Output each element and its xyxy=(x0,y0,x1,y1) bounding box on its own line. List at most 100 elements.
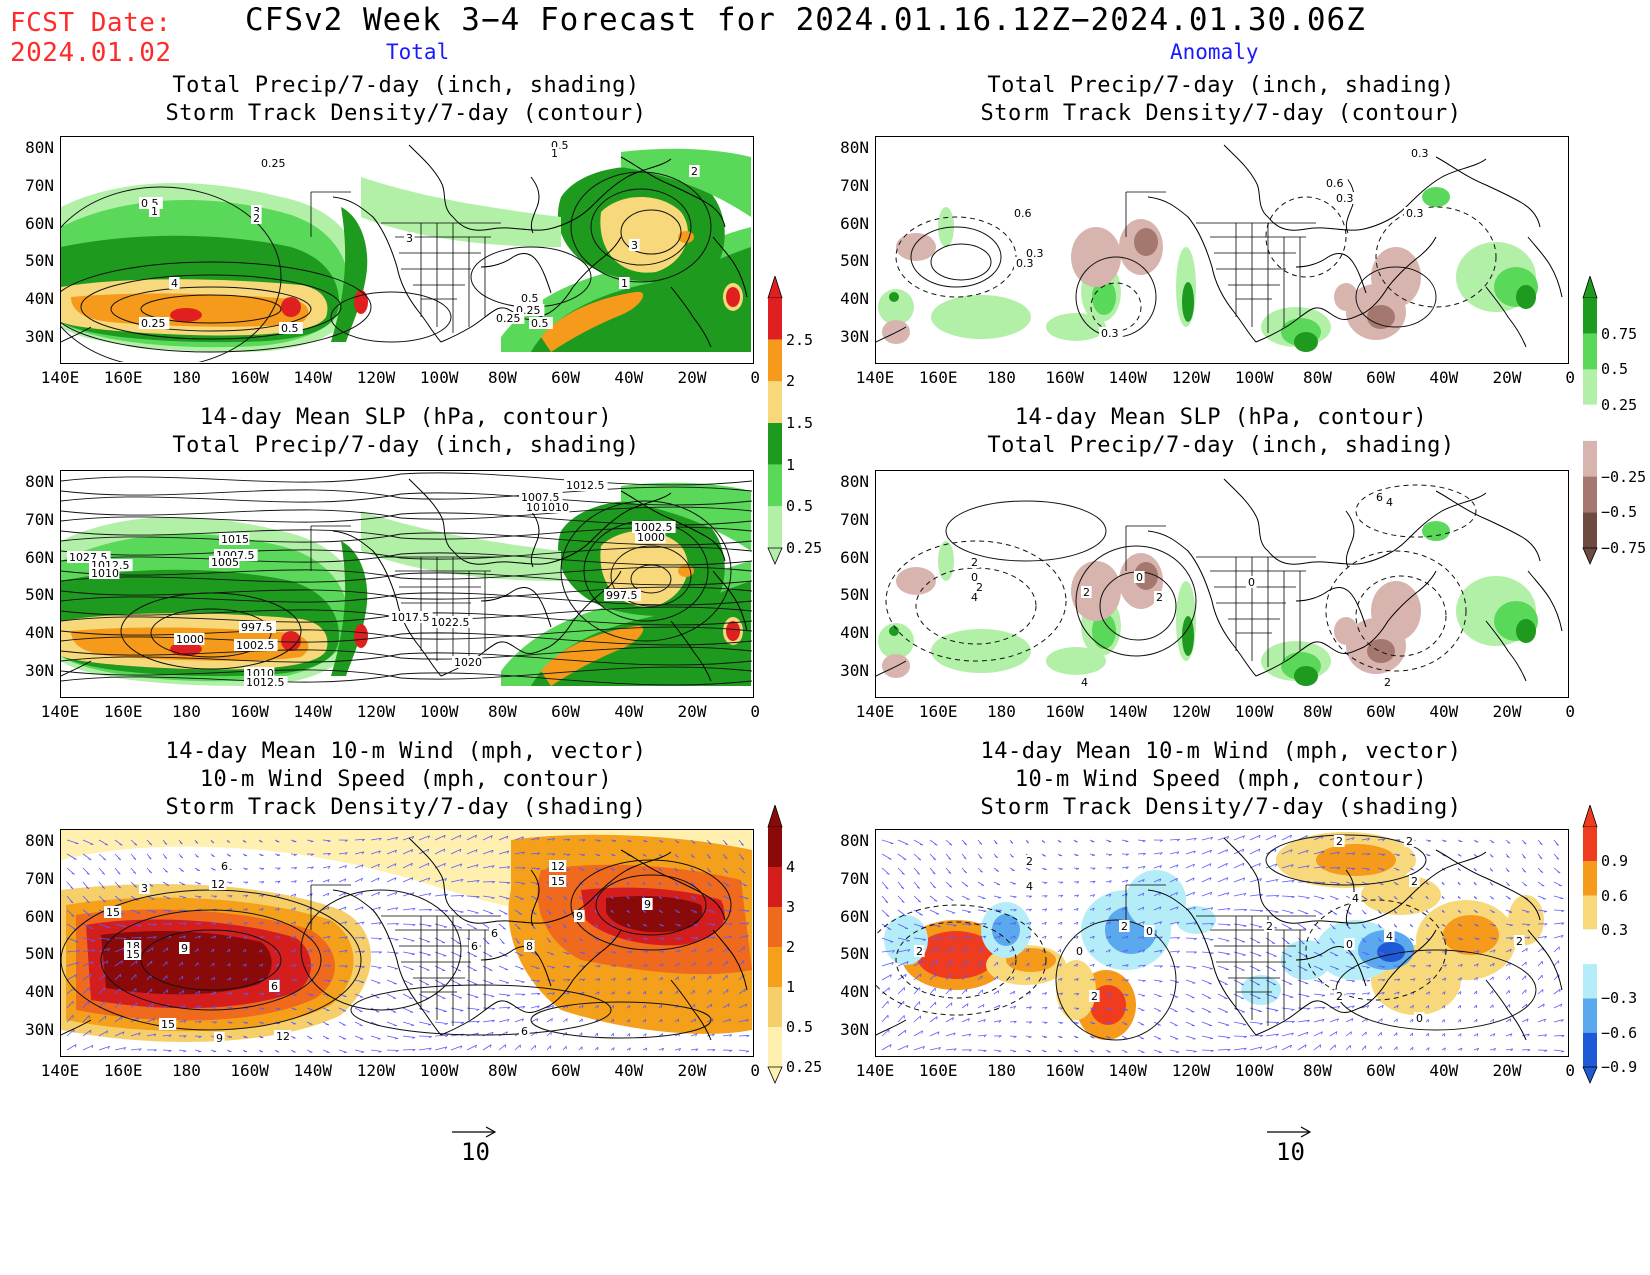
wind-vector-head xyxy=(441,984,446,986)
wind-vector xyxy=(1217,877,1229,883)
coastline xyxy=(876,478,1563,682)
wind-vector xyxy=(450,965,462,972)
wind-vector-head xyxy=(1092,867,1096,870)
wind-vector-head xyxy=(460,911,464,914)
wind-vector xyxy=(1249,909,1263,912)
latitude-label: 40N xyxy=(25,982,54,1002)
wind-vector xyxy=(1345,979,1355,982)
wind-vector xyxy=(82,1029,92,1037)
wind-vector-head xyxy=(1142,840,1146,843)
contour-label: 2 xyxy=(1336,990,1343,1003)
wind-vector xyxy=(98,973,107,981)
wind-vector xyxy=(322,839,331,842)
colorbar-label: 0.6 xyxy=(1601,886,1629,905)
wind-vector xyxy=(1185,850,1196,855)
coastline-segment xyxy=(670,286,712,348)
wind-vector-head xyxy=(1473,868,1477,872)
wind-vector-head xyxy=(627,924,631,927)
wind-vector-head xyxy=(549,898,553,900)
longitude-label: 140W xyxy=(1108,702,1148,721)
wind-vector xyxy=(290,893,297,897)
wind-vector-head xyxy=(1176,906,1179,910)
wind-vector-head xyxy=(119,899,123,902)
wind-vector xyxy=(98,1045,110,1051)
wind-vector-head xyxy=(1395,883,1399,886)
wind-vector xyxy=(82,909,92,917)
latitude-label: 40N xyxy=(840,623,869,643)
wind-vector-head xyxy=(1076,993,1080,996)
wind-vector-head xyxy=(1091,1051,1095,1053)
wind-vector xyxy=(1393,978,1401,981)
wind-vector xyxy=(1073,907,1079,911)
wind-vector xyxy=(98,960,109,967)
wind-vector-head xyxy=(643,910,647,913)
wind-vector xyxy=(706,1003,713,1009)
wind-vector-head xyxy=(1142,853,1146,856)
panel-title-wind-total: 14-day Mean 10-m Wind (mph, vector) 10-m… xyxy=(60,738,752,822)
contour-line xyxy=(61,666,752,680)
wind-vector-head xyxy=(728,1003,730,1007)
wind-vector-head xyxy=(1352,837,1355,841)
wind-vector-head xyxy=(1029,1021,1032,1024)
wind-vector-head xyxy=(1177,950,1180,954)
wind-vector-head xyxy=(1272,969,1277,972)
wind-vector xyxy=(562,1018,568,1023)
wind-vector-head xyxy=(410,863,413,867)
panel-title-line: 14-day Mean 10-m Wind (mph, vector) xyxy=(165,739,647,764)
wind-vector-head xyxy=(1159,936,1163,940)
wind-vector-head xyxy=(1291,1009,1295,1011)
wind-vector-head xyxy=(327,853,331,856)
wind-vector xyxy=(594,978,601,981)
latitude-label: 70N xyxy=(840,509,869,529)
panel-title-precip-anomaly: Total Precip/7-day (inch, shading) Storm… xyxy=(875,72,1567,128)
contour-label: 0 xyxy=(1416,1012,1423,1025)
storm-track-anomaly-area xyxy=(1377,942,1405,962)
wind-vector-head xyxy=(982,1004,985,1008)
colorbar-swatch xyxy=(1583,1032,1597,1067)
wind-vector xyxy=(386,1007,397,1013)
wind-vector xyxy=(450,1045,463,1051)
wind-vector-head xyxy=(547,926,551,929)
colorbar-swatch xyxy=(1582,929,1598,965)
wind-vector-head xyxy=(361,921,365,925)
wind-vector xyxy=(1425,977,1431,981)
wind-vector-head xyxy=(378,850,381,854)
wind-vector xyxy=(1057,963,1062,967)
wind-vector xyxy=(498,1044,506,1051)
wind-vector xyxy=(1201,907,1214,911)
wind-vector-head xyxy=(1291,864,1294,868)
wind-vector-head xyxy=(261,1007,265,1010)
wind-vector-head xyxy=(729,935,732,939)
wind-vector-head xyxy=(1410,939,1414,941)
wind-vector xyxy=(1009,922,1017,925)
wind-vector-head xyxy=(1394,897,1398,900)
wind-vector-head xyxy=(1334,954,1338,957)
wind-vector xyxy=(274,963,280,967)
wind-vector-head xyxy=(1491,841,1495,844)
wind-vector xyxy=(1009,935,1016,939)
wind-vector-head xyxy=(741,857,745,860)
wind-vector-head xyxy=(937,1031,940,1035)
wind-vector xyxy=(386,965,398,970)
panel-title-line: 10-m Wind Speed (mph, contour) xyxy=(1014,767,1428,792)
wind-vector-head xyxy=(70,886,74,890)
wind-vector-head xyxy=(1092,907,1095,911)
wind-vector xyxy=(242,908,248,911)
wind-vector-head xyxy=(998,1050,1002,1053)
wind-vector-head xyxy=(746,1035,750,1038)
contour-line xyxy=(1355,484,1477,538)
wind-vector xyxy=(210,976,215,981)
wind-vector xyxy=(1137,906,1145,911)
wind-vector-head xyxy=(533,912,537,915)
wind-vector xyxy=(1233,979,1245,986)
wind-vector xyxy=(178,990,184,995)
wind-vector xyxy=(226,908,232,911)
wind-vector xyxy=(897,937,910,942)
wind-vector-head xyxy=(344,950,348,953)
wind-vector xyxy=(146,988,153,995)
wind-vector xyxy=(402,979,413,985)
wind-vector-head xyxy=(1060,881,1064,884)
wind-vector xyxy=(1409,978,1416,981)
colorbar-label: 1.5 xyxy=(786,414,814,432)
wind-vector-head xyxy=(952,1017,954,1021)
